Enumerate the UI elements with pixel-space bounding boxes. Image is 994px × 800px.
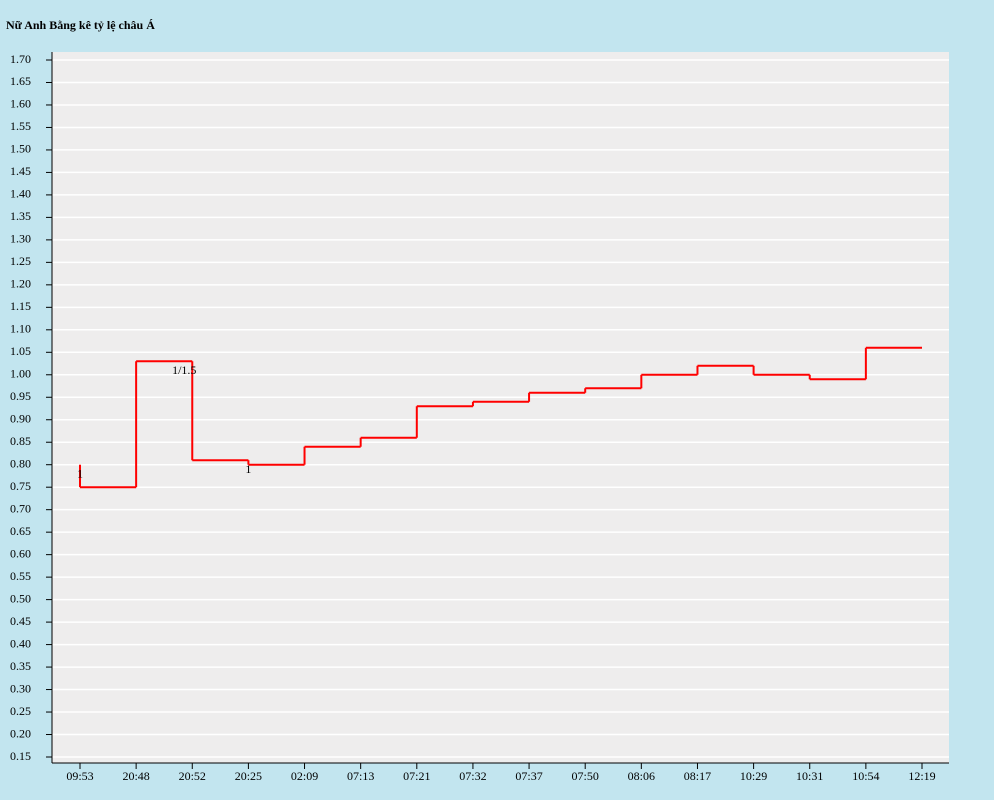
x-tick-label: 20:48 xyxy=(122,769,149,783)
y-tick-label: 0.85 xyxy=(10,434,31,448)
x-tick-label: 12:19 xyxy=(908,769,935,783)
y-tick-label: 0.45 xyxy=(10,614,31,628)
y-tick-label: 1.10 xyxy=(10,322,31,336)
y-tick-label: 1.45 xyxy=(10,164,31,178)
x-tick-label: 02:09 xyxy=(291,769,318,783)
x-tick-label: 20:25 xyxy=(235,769,262,783)
point-label: 1 xyxy=(245,462,251,476)
x-tick-label: 07:21 xyxy=(403,769,430,783)
y-tick-label: 1.25 xyxy=(10,254,31,268)
x-tick-label: 20:52 xyxy=(179,769,206,783)
x-tick-label: 08:06 xyxy=(628,769,655,783)
y-tick-label: 0.95 xyxy=(10,389,31,403)
x-tick-label: 07:37 xyxy=(515,769,542,783)
x-tick-label: 10:54 xyxy=(852,769,879,783)
x-tick-label: 07:50 xyxy=(572,769,599,783)
y-tick-label: 1.70 xyxy=(10,52,31,66)
chart-title: Nữ Anh Bằng kê tỷ lệ châu Á xyxy=(6,18,155,32)
y-tick-label: 0.80 xyxy=(10,456,31,470)
x-tick-label: 09:53 xyxy=(66,769,93,783)
y-tick-label: 0.55 xyxy=(10,569,31,583)
y-tick-label: 1.55 xyxy=(10,119,31,133)
y-tick-label: 1.15 xyxy=(10,299,31,313)
y-tick-label: 0.35 xyxy=(10,659,31,673)
y-tick-label: 0.75 xyxy=(10,479,31,493)
y-tick-label: 0.15 xyxy=(10,749,31,763)
x-tick-label: 10:31 xyxy=(796,769,823,783)
y-tick-label: 0.65 xyxy=(10,524,31,538)
x-tick-label: 07:32 xyxy=(459,769,486,783)
point-label: 1/1.5 xyxy=(172,363,196,377)
y-tick-label: 1.30 xyxy=(10,232,31,246)
y-tick-label: 1.60 xyxy=(10,97,31,111)
plot-area xyxy=(52,52,949,763)
y-tick-label: 1.05 xyxy=(10,344,31,358)
y-tick-label: 0.50 xyxy=(10,591,31,605)
y-tick-label: 0.30 xyxy=(10,681,31,695)
y-tick-label: 1.65 xyxy=(10,74,31,88)
x-tick-label: 08:17 xyxy=(684,769,711,783)
y-tick-label: 0.90 xyxy=(10,411,31,425)
y-tick-label: 0.40 xyxy=(10,636,31,650)
y-tick-label: 0.20 xyxy=(10,726,31,740)
y-tick-label: 1.40 xyxy=(10,187,31,201)
y-tick-label: 0.60 xyxy=(10,546,31,560)
x-tick-label: 07:13 xyxy=(347,769,374,783)
y-tick-label: 0.70 xyxy=(10,501,31,515)
y-tick-label: 1.50 xyxy=(10,142,31,156)
y-tick-label: 1.00 xyxy=(10,367,31,381)
y-tick-label: 1.35 xyxy=(10,209,31,223)
x-tick-label: 10:29 xyxy=(740,769,767,783)
y-tick-label: 1.20 xyxy=(10,277,31,291)
point-label: 1 xyxy=(77,466,83,480)
y-tick-label: 0.25 xyxy=(10,704,31,718)
